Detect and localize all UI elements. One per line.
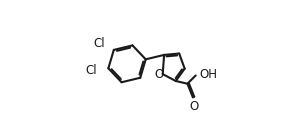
Text: Cl: Cl xyxy=(86,64,97,77)
Text: O: O xyxy=(189,100,198,113)
Text: OH: OH xyxy=(200,68,218,81)
Text: Cl: Cl xyxy=(94,37,105,50)
Text: O: O xyxy=(154,68,163,81)
